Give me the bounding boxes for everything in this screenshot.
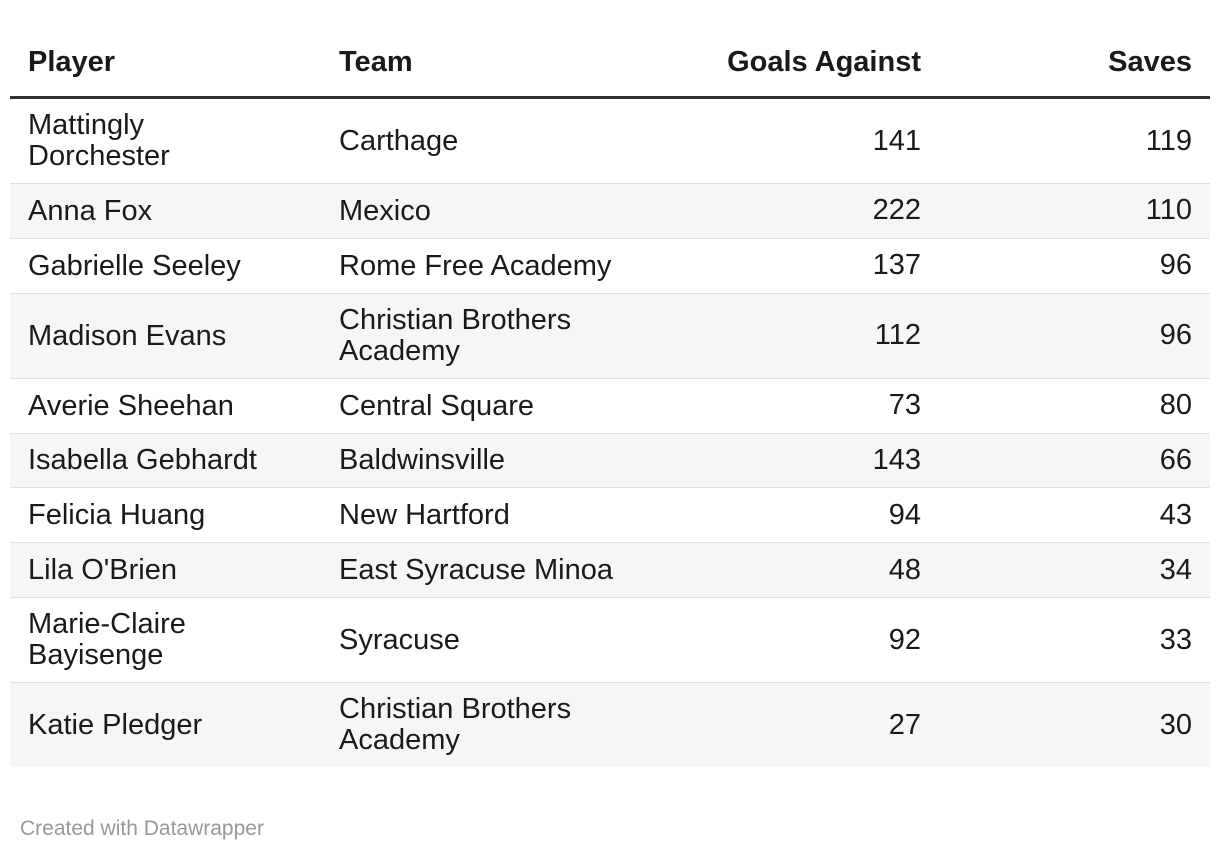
saves-value: 110 xyxy=(1145,194,1192,227)
column-header-saves: Saves xyxy=(1108,46,1192,78)
player-cell: Averie Sheehan xyxy=(10,378,321,433)
player-cell: Marie-Claire Bayisenge xyxy=(10,598,321,683)
player-name: Katie Pledger xyxy=(28,708,203,741)
player-name: Felicia Huang xyxy=(28,499,206,532)
table-row: Katie Pledger Christian Brothers Academy… xyxy=(10,682,1210,768)
team-cell: Syracuse xyxy=(321,598,631,683)
table-row: Mattingly Dorchester Carthage 141 119 xyxy=(10,98,1210,184)
saves-value: 80 xyxy=(1159,389,1192,422)
player-name: Mattingly Dorchester xyxy=(28,109,170,172)
player-cell: Gabrielle Seeley xyxy=(10,238,321,293)
saves-value: 30 xyxy=(1159,708,1192,741)
team-name: Baldwinsville xyxy=(339,444,506,477)
goals-against-value: 73 xyxy=(888,389,921,422)
team-cell: Christian Brothers Academy xyxy=(321,683,631,768)
goals-against-value: 112 xyxy=(874,319,921,352)
team-name: Syracuse xyxy=(339,623,460,656)
team-name: East Syracuse Minoa xyxy=(339,554,614,587)
player-cell: Lila O'Brien xyxy=(10,543,321,598)
team-cell: New Hartford xyxy=(321,488,631,543)
player-cell: Mattingly Dorchester xyxy=(10,98,321,184)
player-cell: Madison Evans xyxy=(10,293,321,378)
team-cell: Christian Brothers Academy xyxy=(321,293,631,378)
team-name: Christian Brothers Academy xyxy=(339,693,572,757)
team-cell: Rome Free Academy xyxy=(321,238,631,293)
team-name: Mexico xyxy=(339,194,431,227)
table-body: Mattingly Dorchester Carthage 141 119 An… xyxy=(10,98,1210,768)
goalkeeper-stats-table: Player Team Goals Against Saves Mattingl… xyxy=(10,28,1210,768)
table-row: Madison Evans Christian Brothers Academy… xyxy=(10,293,1210,379)
player-cell: Isabella Gebhardt xyxy=(10,433,321,488)
goals-against-value: 94 xyxy=(888,498,921,531)
goals-against-value: 222 xyxy=(872,194,921,227)
team-cell: Carthage xyxy=(321,98,631,184)
saves-value: 96 xyxy=(1159,249,1192,282)
goals-against-value: 92 xyxy=(888,623,921,656)
table-row: Gabrielle Seeley Rome Free Academy 137 9… xyxy=(10,238,1210,293)
goals-against-value: 143 xyxy=(872,443,921,476)
header-row: Player Team Goals Against Saves xyxy=(10,28,1210,98)
player-name: Anna Fox xyxy=(28,194,153,227)
team-name: Central Square xyxy=(339,389,535,422)
saves-value: 34 xyxy=(1159,553,1192,586)
player-cell: Anna Fox xyxy=(10,184,321,239)
goals-against-value: 27 xyxy=(888,708,921,741)
table-row: Marie-Claire Bayisenge Syracuse 92 33 xyxy=(10,597,1210,683)
table-row: Anna Fox Mexico 222 110 xyxy=(10,183,1210,239)
goals-against-value: 48 xyxy=(888,553,921,586)
table-row: Lila O'Brien East Syracuse Minoa 48 34 xyxy=(10,542,1210,598)
column-header-player: Player xyxy=(28,46,116,78)
team-name: Rome Free Academy xyxy=(339,249,612,282)
table-header: Player Team Goals Against Saves xyxy=(10,28,1210,98)
goals-against-value: 141 xyxy=(872,124,921,157)
team-name: New Hartford xyxy=(339,499,510,532)
player-cell: Felicia Huang xyxy=(10,488,321,543)
team-cell: Central Square xyxy=(321,378,631,433)
player-name: Isabella Gebhardt xyxy=(28,444,257,477)
team-cell: Baldwinsville xyxy=(321,433,631,488)
saves-value: 66 xyxy=(1159,443,1192,476)
saves-value: 33 xyxy=(1159,623,1192,656)
player-name: Averie Sheehan xyxy=(28,389,234,422)
team-cell: Mexico xyxy=(321,184,631,239)
team-cell: East Syracuse Minoa xyxy=(321,543,631,598)
table-row: Averie Sheehan Central Square 73 80 xyxy=(10,378,1210,433)
saves-value: 119 xyxy=(1145,124,1192,157)
saves-value: 96 xyxy=(1159,319,1192,352)
team-name: Christian Brothers Academy xyxy=(339,303,572,367)
column-header-goals-against: Goals Against xyxy=(727,46,921,78)
player-name: Gabrielle Seeley xyxy=(28,249,241,282)
player-cell: Katie Pledger xyxy=(10,683,321,768)
table-row: Isabella Gebhardt Baldwinsville 143 66 xyxy=(10,433,1210,488)
goals-against-value: 137 xyxy=(872,249,921,282)
team-name: Carthage xyxy=(339,124,459,157)
player-name: Lila O'Brien xyxy=(28,554,177,587)
saves-value: 43 xyxy=(1159,498,1192,531)
column-header-team: Team xyxy=(339,46,413,78)
player-name: Marie-Claire Bayisenge xyxy=(28,608,186,672)
datawrapper-attribution-link[interactable]: Created with Datawrapper xyxy=(20,817,264,841)
table-row: Felicia Huang New Hartford 94 43 xyxy=(10,487,1210,543)
player-name: Madison Evans xyxy=(28,319,227,352)
